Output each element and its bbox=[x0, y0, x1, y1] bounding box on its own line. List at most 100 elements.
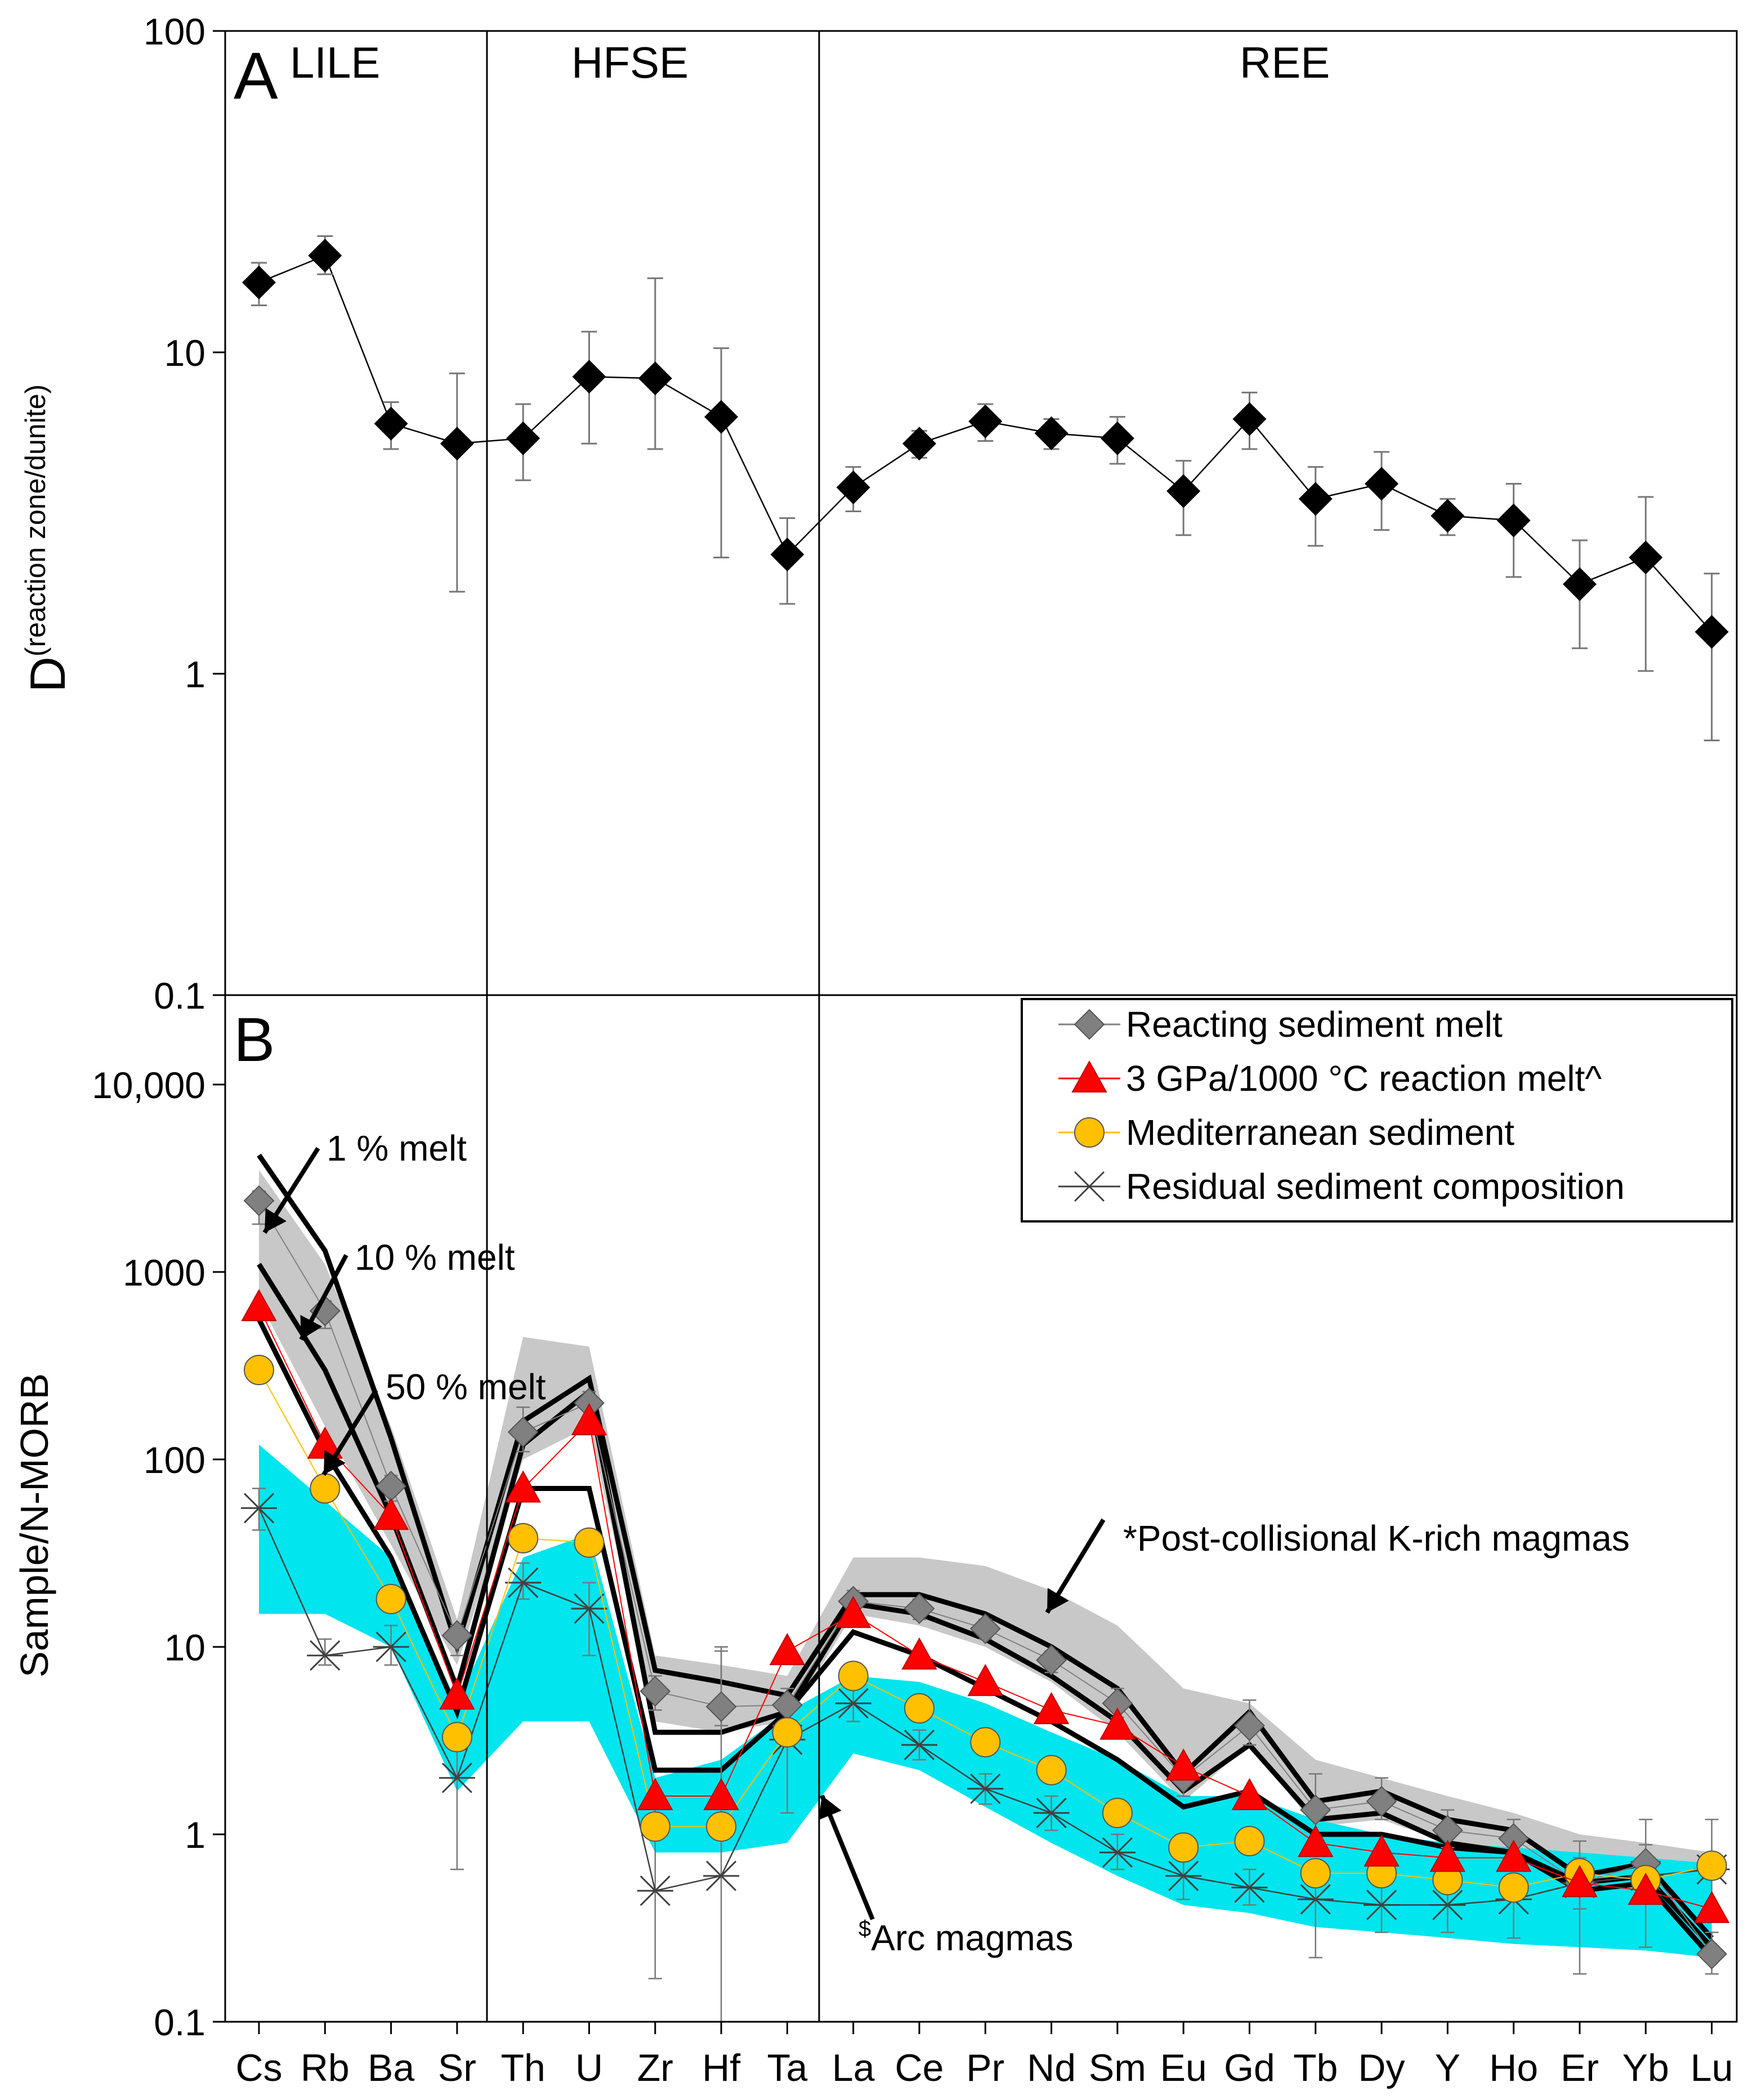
arrow-1pct-melt-head bbox=[265, 1208, 287, 1233]
x-tick-label-Tb: Tb bbox=[1293, 2047, 1338, 2089]
marker-mediterranean-Cs bbox=[244, 1355, 274, 1386]
marker-residual-Ce bbox=[901, 1730, 937, 1761]
marker-residual-Rb bbox=[307, 1640, 343, 1671]
group-label-lile: LILE bbox=[290, 38, 380, 87]
marker-mediterranean-Ho bbox=[1498, 1872, 1529, 1903]
y-tick-label-b: 1000 bbox=[123, 1252, 205, 1293]
marker-reaction-melt-Nd bbox=[1033, 1692, 1070, 1725]
y-tick-label-b: 10 bbox=[164, 1627, 205, 1668]
marker-mediterranean-Tb bbox=[1300, 1858, 1331, 1889]
marker-a-Eu bbox=[1166, 474, 1201, 508]
x-tick-label-La: La bbox=[832, 2047, 875, 2089]
y-tick-label-b: 0.1 bbox=[154, 2002, 205, 2043]
marker-reacting-Nd bbox=[1036, 1645, 1067, 1676]
legend-marker-reaction-melt bbox=[1071, 1060, 1107, 1092]
marker-a-Ta bbox=[770, 538, 804, 572]
legend-label-reacting: Reacting sediment melt bbox=[1126, 1004, 1503, 1045]
arrow-arc-magmas-shaft bbox=[820, 1794, 875, 1920]
marker-reaction-melt-Lu bbox=[1693, 1891, 1730, 1923]
marker-reaction-melt-Dy bbox=[1363, 1834, 1400, 1867]
x-tick-label-Lu: Lu bbox=[1691, 2047, 1733, 2089]
marker-a-Th bbox=[506, 421, 540, 455]
marker-mediterranean-Ba bbox=[375, 1583, 406, 1614]
marker-residual-La bbox=[835, 1688, 871, 1719]
marker-a-Y bbox=[1430, 499, 1465, 533]
y-tick-label-a: 10 bbox=[164, 332, 205, 374]
marker-a-Er bbox=[1563, 567, 1597, 601]
marker-reacting-Rb bbox=[309, 1295, 341, 1327]
legend-label-mediterranean: Mediterranean sediment bbox=[1126, 1112, 1514, 1153]
arrow-50pct-melt bbox=[321, 1389, 378, 1476]
y-tick-label-b: 10,000 bbox=[92, 1064, 205, 1106]
marker-residual-Sr bbox=[439, 1762, 475, 1793]
marker-residual-Gd bbox=[1231, 1872, 1268, 1903]
marker-a-Ba bbox=[374, 406, 408, 441]
arrow-1pct-melt bbox=[262, 1147, 320, 1234]
marker-a-Zr bbox=[638, 361, 672, 396]
marker-reaction-melt-Er bbox=[1562, 1865, 1598, 1897]
marker-a-Sr bbox=[440, 427, 474, 461]
marker-residual-U bbox=[571, 1593, 607, 1624]
x-tick-label-Sm: Sm bbox=[1089, 2047, 1146, 2089]
legend: Reacting sediment melt 3 GPa/1000 °C rea… bbox=[1021, 998, 1733, 1223]
marker-reaction-melt-U bbox=[571, 1403, 607, 1435]
x-tick-label-U: U bbox=[575, 2047, 603, 2089]
marker-mediterranean-La bbox=[838, 1660, 869, 1691]
marker-a-Yb bbox=[1629, 540, 1663, 575]
marker-mediterranean-Lu bbox=[1696, 1850, 1727, 1881]
arrow-arc-magmas bbox=[819, 1794, 875, 1920]
marker-a-Cs bbox=[242, 265, 276, 299]
marker-reaction-melt-Pr bbox=[967, 1664, 1003, 1696]
x-tick-label-Rb: Rb bbox=[301, 2047, 350, 2089]
x-tick-label-Hf: Hf bbox=[702, 2047, 740, 2089]
marker-mediterranean-Nd bbox=[1036, 1754, 1067, 1785]
arrow-10pct-melt bbox=[299, 1254, 348, 1341]
x-tick-label-Ho: Ho bbox=[1489, 2047, 1538, 2089]
legend-marker-residual bbox=[1071, 1171, 1107, 1202]
y-axis-label-b: Sample/N-MORB bbox=[12, 1373, 56, 1678]
marker-reacting-Ce bbox=[904, 1593, 935, 1624]
y-axis-label-a-main: D bbox=[20, 656, 75, 692]
y-axis-label-a: D(reaction zone/dunite) bbox=[20, 384, 75, 692]
x-tick-label-Th: Th bbox=[501, 2047, 546, 2089]
marker-reaction-melt-Cs bbox=[241, 1289, 277, 1322]
x-tick-label-Sr: Sr bbox=[438, 2047, 476, 2089]
marker-reaction-melt-Yb bbox=[1628, 1873, 1664, 1905]
marker-reaction-melt-Ta bbox=[769, 1633, 806, 1665]
annotation-arc-magmas: $Arc magmas bbox=[859, 1917, 1073, 1958]
marker-reacting-Tb bbox=[1300, 1794, 1331, 1825]
arc-magmas-text: Arc magmas bbox=[871, 1918, 1073, 1958]
marker-a-U bbox=[572, 360, 606, 394]
series-reaction-melt bbox=[241, 1289, 1730, 1923]
y-tick-label-a: 100 bbox=[144, 11, 205, 52]
arrow-10pct-melt-head bbox=[300, 1315, 323, 1340]
panel-a-label: A bbox=[234, 39, 278, 113]
marker-mediterranean-Pr bbox=[970, 1727, 1001, 1758]
marker-residual-Eu bbox=[1165, 1860, 1202, 1891]
marker-reaction-melt-Eu bbox=[1165, 1748, 1201, 1781]
marker-reacting-Th bbox=[507, 1416, 539, 1448]
plot-border bbox=[224, 30, 1738, 2023]
marker-residual-Nd bbox=[1033, 1797, 1070, 1829]
marker-residual-Zr bbox=[637, 1875, 673, 1906]
marker-reacting-Lu bbox=[1696, 1938, 1728, 1969]
y-axis-a: 100 10 1 0.1 bbox=[144, 11, 225, 1017]
annotation-arrows bbox=[262, 1147, 1106, 1920]
group-label-hfse: HFSE bbox=[571, 38, 689, 87]
x-tick-label-Ta: Ta bbox=[767, 2047, 807, 2089]
marker-residual-Ba bbox=[373, 1631, 409, 1663]
legend-label-residual: Residual sediment composition bbox=[1126, 1166, 1625, 1207]
marker-reaction-melt-Hf bbox=[703, 1777, 739, 1810]
arrow-arc-magmas-head bbox=[819, 1795, 842, 1820]
y-axis-label-a-sub: (reaction zone/dunite) bbox=[20, 384, 51, 657]
marker-reacting-Gd bbox=[1234, 1710, 1265, 1741]
marker-a-Ce bbox=[902, 427, 936, 461]
x-tick-label-Ba: Ba bbox=[368, 2047, 414, 2089]
marker-a-Rb bbox=[308, 239, 342, 273]
marker-reaction-melt-La bbox=[835, 1596, 871, 1628]
marker-reaction-melt-Sr bbox=[439, 1677, 475, 1710]
marker-reacting-Sr bbox=[441, 1620, 473, 1651]
y-tick-label-b: 100 bbox=[144, 1439, 205, 1481]
marker-reaction-melt-Zr bbox=[637, 1777, 673, 1810]
